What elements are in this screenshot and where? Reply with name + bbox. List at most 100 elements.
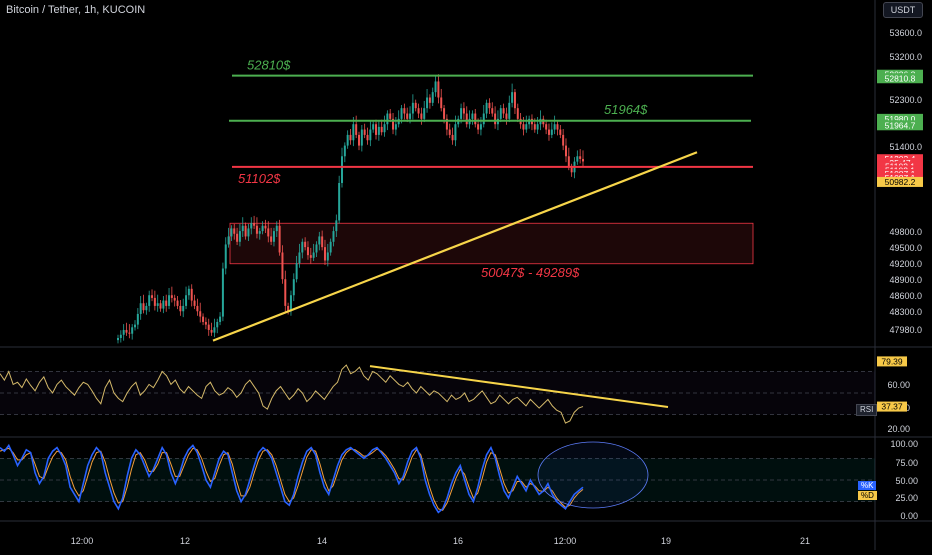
- level-low-label: 51102$: [238, 171, 281, 186]
- candle-body: [372, 124, 375, 130]
- rsi-trendline: [369, 365, 669, 408]
- candle-body: [247, 228, 250, 237]
- candle-body: [329, 241, 332, 253]
- candle-body: [134, 324, 137, 328]
- candle-body: [479, 124, 482, 130]
- candle-body: [477, 124, 480, 130]
- candle-body: [323, 247, 326, 261]
- candle-body: [346, 134, 349, 146]
- candle-body: [488, 102, 491, 109]
- time-tick-label: 16: [453, 536, 463, 546]
- time-tick-label: 19: [661, 536, 671, 546]
- candle-body: [216, 321, 219, 328]
- rsi-tick-label: 20.00: [887, 424, 910, 434]
- candle-body: [281, 252, 284, 280]
- candle-body: [363, 129, 366, 135]
- candle-body: [179, 305, 182, 312]
- price-tag-bg: [877, 113, 923, 124]
- candle-body: [213, 327, 216, 333]
- candle-body: [241, 225, 244, 232]
- candle-body: [409, 113, 412, 119]
- candle-body: [567, 156, 570, 167]
- candle-body: [170, 295, 173, 298]
- candle-body: [162, 300, 165, 309]
- candle-body: [258, 231, 261, 234]
- candle-body: [400, 108, 403, 119]
- candle-body: [576, 156, 579, 162]
- rsi-tag-label: 79.39: [881, 356, 903, 366]
- price-tick-label: 49500.0: [889, 243, 922, 253]
- time-tick-label: 14: [317, 536, 327, 546]
- candle-body: [156, 303, 159, 306]
- candle-body: [553, 124, 556, 130]
- candle-body: [485, 102, 488, 114]
- time-tick-label: 12:00: [71, 536, 94, 546]
- stoch-tick-label: 100.00: [890, 439, 918, 449]
- rsi-label: RSI: [856, 404, 878, 416]
- candle-body: [131, 327, 134, 334]
- candle-body: [525, 124, 528, 130]
- candle-body: [556, 124, 559, 130]
- candle-body: [505, 113, 508, 119]
- highlight-ellipse: [537, 441, 649, 509]
- candle-body: [306, 247, 309, 256]
- candle-body: [176, 300, 179, 306]
- time-tick-label: 12: [180, 536, 190, 546]
- candle-body: [255, 225, 258, 234]
- candle-body: [207, 324, 210, 330]
- candle-body: [309, 255, 312, 258]
- candle-body: [136, 313, 139, 325]
- stoch-tick-label: 0.00: [900, 511, 918, 521]
- price-tick-label: 51400.0: [889, 142, 922, 152]
- candle-body: [253, 223, 256, 226]
- price-tag-bg: [877, 120, 923, 131]
- candle-body: [454, 124, 457, 141]
- candle-body: [119, 334, 122, 338]
- candle-body: [394, 124, 397, 130]
- candle-body: [414, 102, 417, 109]
- candle-body: [210, 329, 213, 333]
- candle-body: [443, 108, 446, 119]
- candle-body: [562, 134, 565, 146]
- candle-body: [278, 225, 281, 253]
- candle-body: [264, 225, 267, 229]
- support-zone: [229, 222, 754, 265]
- candle-body: [193, 300, 196, 306]
- candle-body: [202, 316, 205, 322]
- candle-body: [159, 303, 162, 309]
- candle-body: [139, 303, 142, 314]
- currency-button[interactable]: USDT: [883, 2, 923, 18]
- candle-body: [233, 228, 236, 234]
- candle-body: [312, 252, 315, 258]
- price-tag-label: 51980.0: [885, 114, 916, 124]
- stoch-tick-label: 75.00: [895, 458, 918, 468]
- candle-body: [187, 288, 190, 296]
- stoch-k-label: %K: [858, 481, 877, 490]
- candle-body: [386, 113, 389, 125]
- candle-body: [437, 81, 440, 98]
- candle-body: [547, 129, 550, 135]
- candle-body: [332, 231, 335, 242]
- price-tick-label: 53600.0: [889, 28, 922, 38]
- candle-body: [499, 108, 502, 119]
- candle-body: [445, 118, 448, 130]
- candle-body: [369, 129, 372, 141]
- candle-body: [411, 102, 414, 114]
- stoch-tick-label: 50.00: [895, 476, 918, 486]
- candle-body: [545, 124, 548, 130]
- price-tag-label: 52810.8: [885, 73, 916, 83]
- candle-body: [440, 97, 443, 109]
- candle-body: [426, 97, 429, 109]
- trendline: [212, 151, 698, 342]
- candle-body: [230, 228, 233, 237]
- candle-body: [516, 108, 519, 119]
- price-tick-label: 49800.0: [889, 227, 922, 237]
- chart-title: Bitcoin / Tether, 1h, KUCOIN: [6, 4, 146, 16]
- candle-body: [491, 108, 494, 114]
- candle-body: [272, 231, 275, 242]
- candle-body: [349, 134, 352, 141]
- price-tick-label: 53200.0: [889, 52, 922, 62]
- candle-body: [482, 113, 485, 125]
